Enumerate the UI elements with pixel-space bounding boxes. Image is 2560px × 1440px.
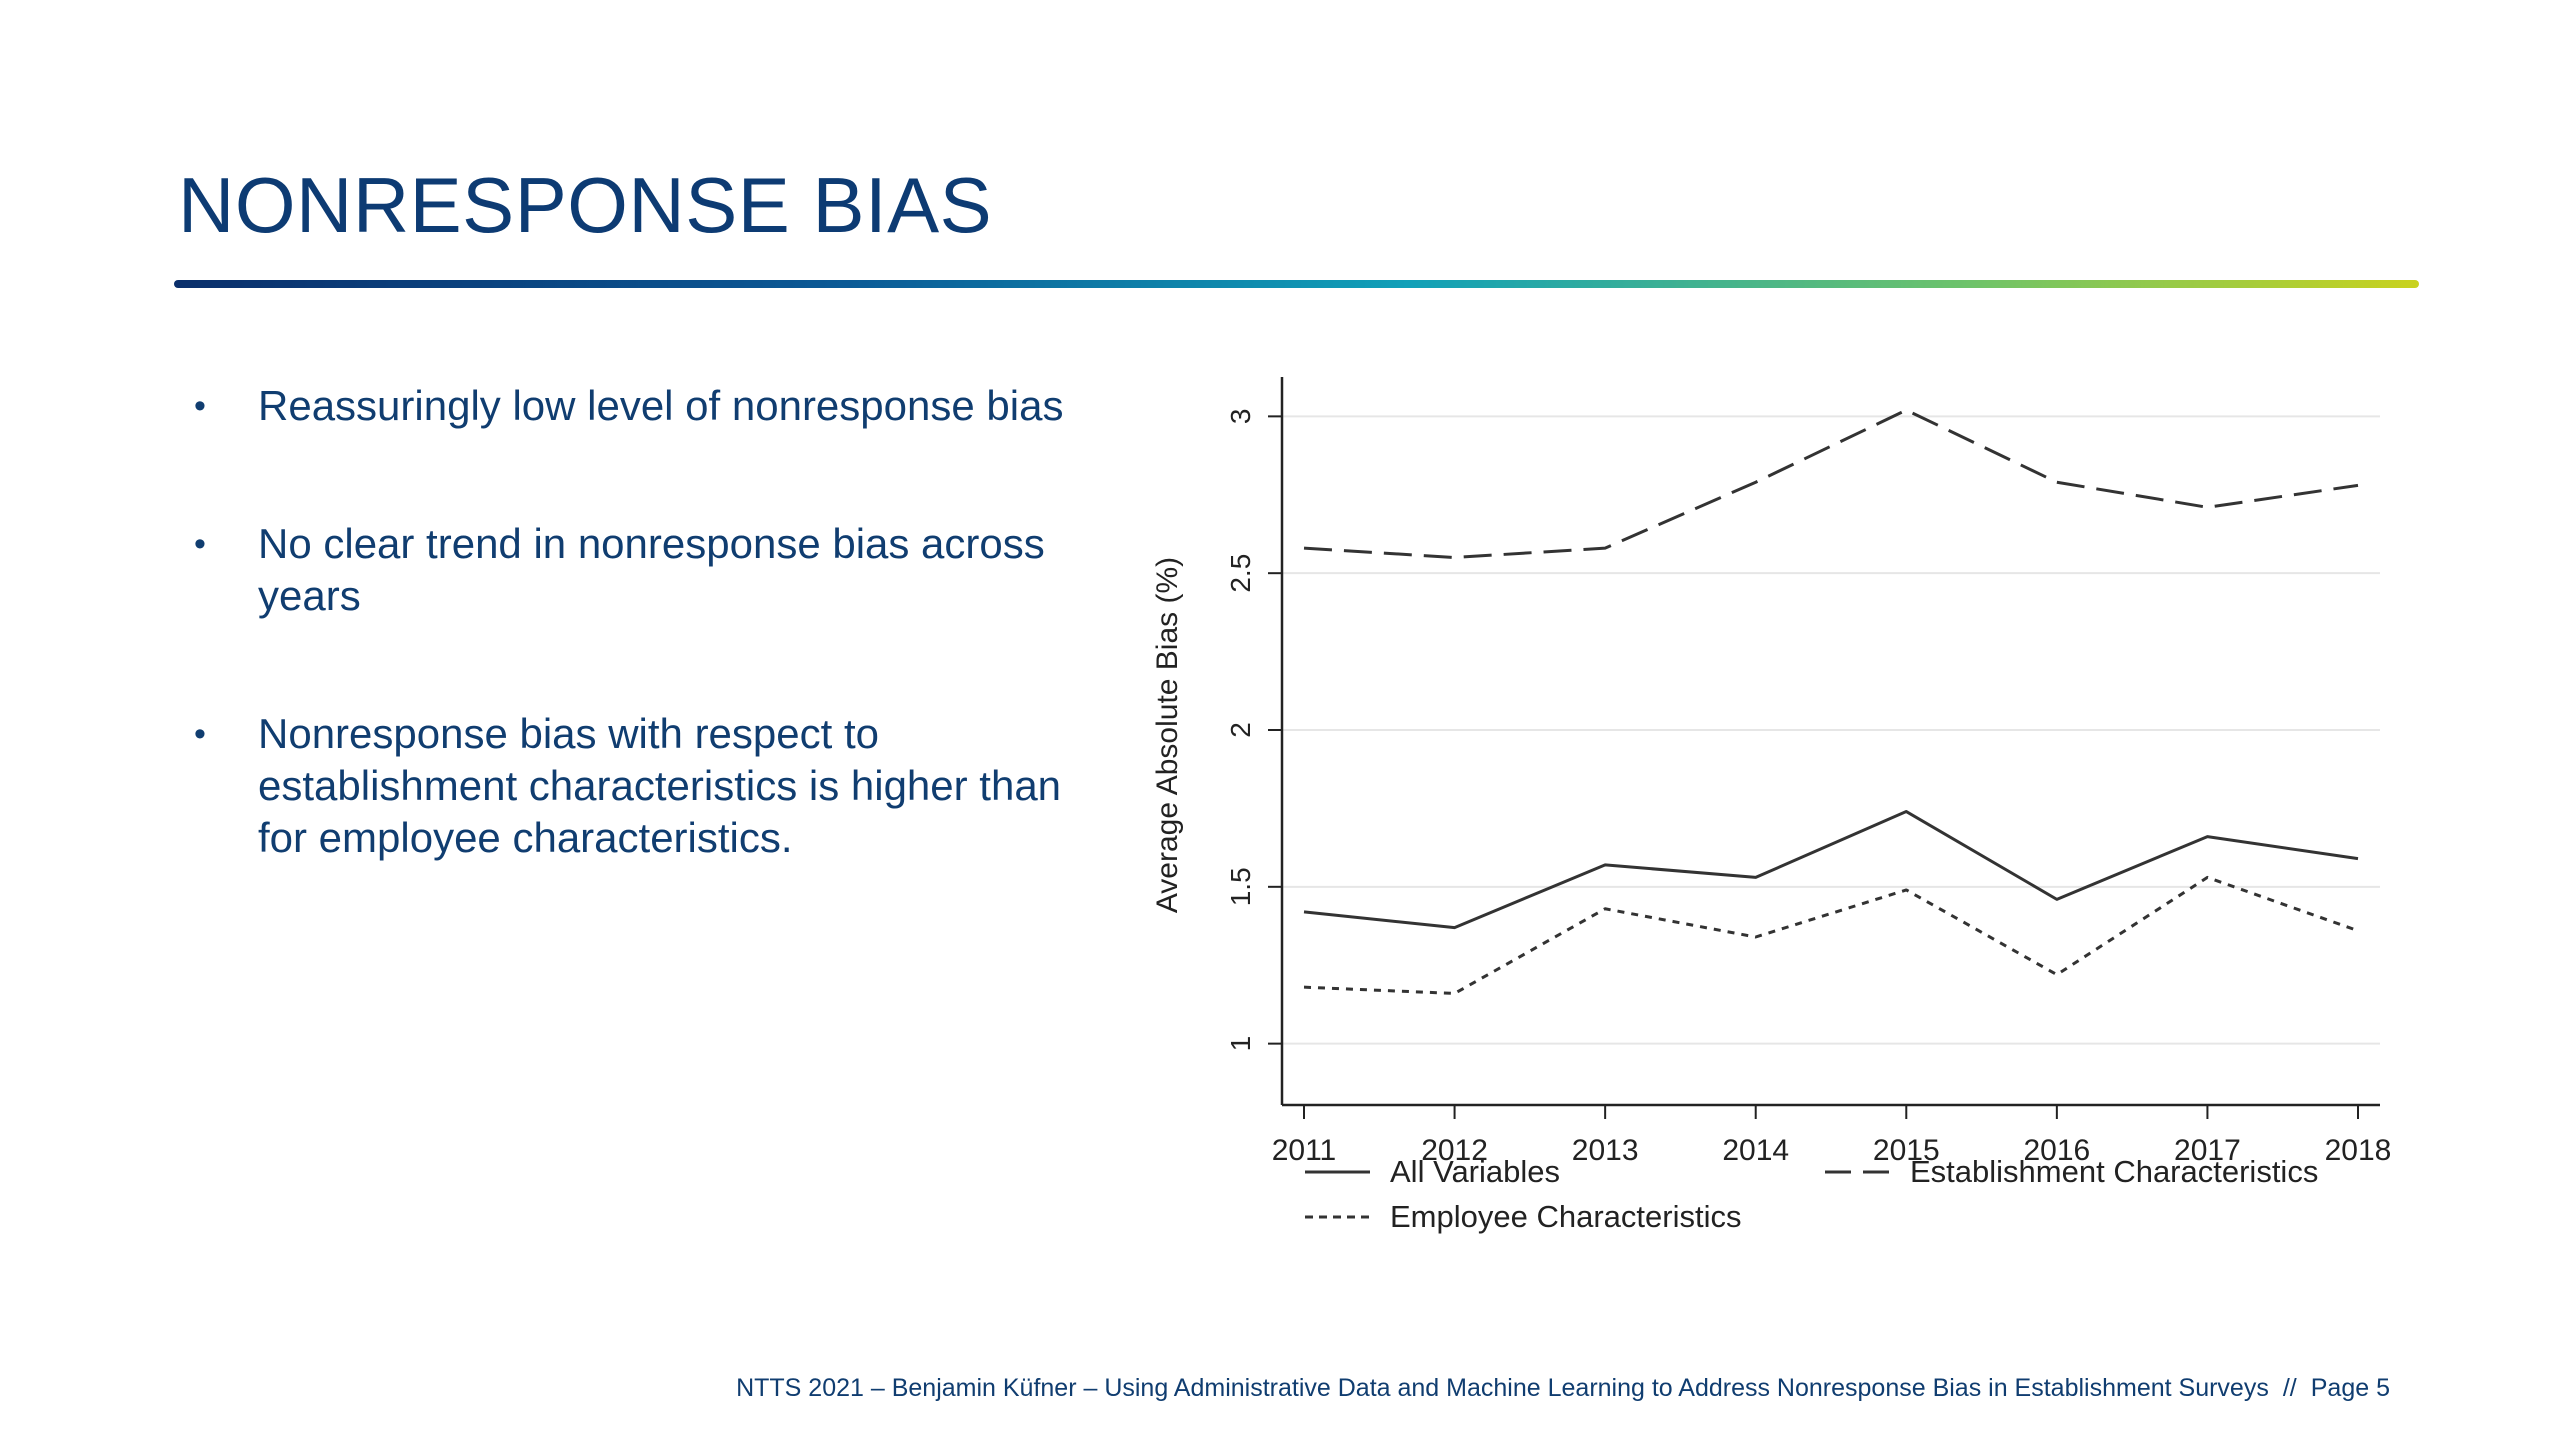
- y-tick-label: 1: [1225, 1036, 1256, 1052]
- series-line-2: [1303, 875, 2359, 995]
- x-tick-label: 2015: [1873, 1134, 1940, 1167]
- footer-text: NTTS 2021 – Benjamin Küfner – Using Admi…: [736, 1374, 2269, 1402]
- series-line-0: [1303, 810, 2359, 930]
- grid-layer: [1282, 415, 2380, 1045]
- y-tick-label: 2: [1225, 722, 1256, 738]
- legend-label: Employee Characteristics: [1390, 1199, 1741, 1234]
- x-tick-label: 2016: [2023, 1134, 2090, 1167]
- bias-line-chart: 1 1.5 2 2.5 3 2011 2012 2013 2014 2015 2016 2017 201…: [1151, 377, 2391, 1234]
- bullet-text: No clear trend in nonresponse bias acros…: [258, 520, 1045, 619]
- x-tick-label: 2011: [1272, 1134, 1337, 1167]
- series-layer: [1303, 408, 2359, 995]
- bullet-dot-icon: •: [194, 387, 206, 425]
- bullet-text: Reassuringly low level of nonresponse bi…: [258, 382, 1064, 429]
- x-tick-label: 2018: [2325, 1134, 2392, 1167]
- y-tick-label: 1.5: [1225, 867, 1256, 906]
- axes-layer: 1 1.5 2 2.5 3 2011 2012 2013 2014 2015 2016 2017 201…: [1225, 377, 2391, 1167]
- footer-page-number: 5: [2376, 1374, 2390, 1402]
- y-axis-label: Average Absolute Bias (%): [1151, 557, 1184, 913]
- bullet-text: Nonresponse bias with respect to establi…: [258, 710, 1062, 861]
- y-tick-label: 2.5: [1225, 554, 1256, 593]
- chart-legend: All Variables Establishment Characteristi…: [1305, 1154, 2318, 1234]
- slide-title: NONRESPONSE BIAS: [178, 161, 993, 249]
- series-line-1: [1303, 408, 2359, 559]
- bullet-list: • Reassuringly low level of nonresponse b…: [190, 380, 1120, 950]
- bullet-item: • No clear trend in nonresponse bias acro…: [190, 518, 1120, 622]
- title-gradient-rule: [174, 280, 2419, 288]
- bullet-item: • Reassuringly low level of nonresponse b…: [190, 380, 1120, 432]
- x-tick-label: 2017: [2174, 1134, 2241, 1167]
- legend-label: All Variables: [1390, 1154, 1560, 1189]
- bullet-dot-icon: •: [194, 525, 206, 563]
- bullet-dot-icon: •: [194, 715, 206, 753]
- footer-page-label: Page: [2310, 1374, 2370, 1402]
- x-tick-label: 2013: [1572, 1134, 1639, 1167]
- footer-separator: //: [2282, 1374, 2297, 1402]
- x-tick-label: 2012: [1421, 1134, 1488, 1167]
- bullet-item: • Nonresponse bias with respect to establ…: [190, 708, 1120, 864]
- legend-label: Establishment Characteristics: [1910, 1154, 2318, 1189]
- x-tick-label: 2014: [1722, 1134, 1789, 1167]
- y-tick-label: 3: [1225, 409, 1256, 425]
- footer: NTTS 2021 – Benjamin Küfner – Using Admi…: [736, 1374, 2390, 1403]
